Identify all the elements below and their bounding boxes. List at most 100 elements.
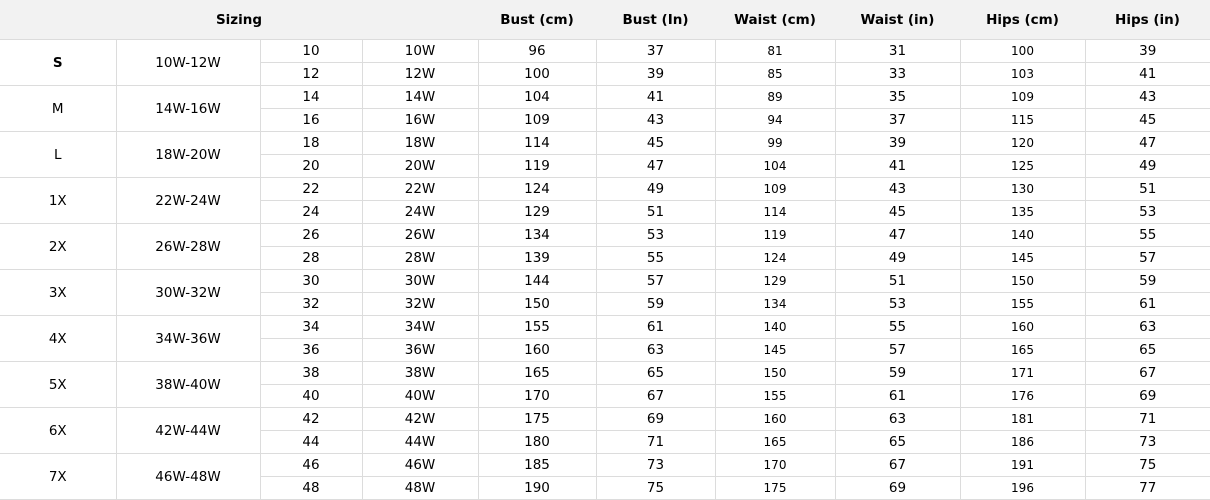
cell-waist-in: 53 <box>834 292 961 316</box>
cell-waist-in: 61 <box>834 384 961 408</box>
cell-w-size: 28W <box>361 246 479 270</box>
cell-us-size: 30 <box>259 269 363 293</box>
cell-waist-in: 39 <box>834 131 961 155</box>
cell-bust-cm: 190 <box>477 476 597 500</box>
table-row: 28 28W 139 55 124 49 145 57 <box>0 246 1210 270</box>
cell-waist-cm: 150 <box>714 361 836 385</box>
cell-hips-in: 59 <box>1084 269 1210 293</box>
cell-bust-cm: 109 <box>477 108 597 132</box>
cell-hips-cm: 150 <box>959 269 1086 293</box>
cell-bust-in: 41 <box>595 85 716 109</box>
cell-us-size: 34 <box>259 315 363 339</box>
cell-waist-in: 47 <box>834 223 961 247</box>
cell-hips-in: 77 <box>1084 476 1210 500</box>
cell-hips-in: 57 <box>1084 246 1210 270</box>
header-sizing: Sizing <box>0 0 478 40</box>
size-label: M <box>0 85 117 132</box>
cell-bust-in: 69 <box>595 407 716 431</box>
cell-bust-in: 75 <box>595 476 716 500</box>
cell-us-size: 26 <box>259 223 363 247</box>
size-range: 14W-16W <box>115 85 261 132</box>
size-label: 4X <box>0 315 117 362</box>
cell-hips-cm: 186 <box>959 430 1086 454</box>
cell-w-size: 48W <box>361 476 479 500</box>
cell-waist-cm: 85 <box>714 62 836 86</box>
size-label: 2X <box>0 223 117 270</box>
cell-us-size: 20 <box>260 154 363 178</box>
cell-bust-cm: 134 <box>477 223 597 247</box>
cell-hips-in: 47 <box>1084 131 1210 155</box>
header-row: Sizing Bust (cm) Bust (In) Waist (cm) Wa… <box>0 0 1210 40</box>
cell-waist-in: 35 <box>834 85 961 109</box>
cell-hips-cm: 115 <box>959 108 1086 132</box>
cell-waist-cm: 155 <box>714 384 836 408</box>
size-range: 46W-48W <box>115 453 261 500</box>
table-row: 5X 38W-40W 38 38W 165 65 150 59 171 67 <box>0 361 1210 408</box>
cell-bust-in: 45 <box>595 131 716 155</box>
table-row: 32 32W 150 59 134 53 155 61 <box>0 292 1210 316</box>
cell-us-size: 16 <box>260 108 363 132</box>
cell-hips-cm: 135 <box>959 200 1086 224</box>
table-row: 44 44W 180 71 165 65 186 73 <box>0 430 1210 454</box>
header-waist-in: Waist (in) <box>835 0 960 40</box>
cell-w-size: 16W <box>361 108 479 132</box>
size-label: 3X <box>0 269 117 316</box>
header-hips-in: Hips (in) <box>1085 0 1210 40</box>
cell-us-size: 32 <box>260 292 363 316</box>
cell-waist-in: 55 <box>834 315 961 339</box>
cell-bust-in: 51 <box>595 200 716 224</box>
cell-bust-in: 73 <box>595 453 716 477</box>
size-label: 5X <box>0 361 117 408</box>
cell-hips-cm: 100 <box>959 39 1086 63</box>
cell-bust-cm: 160 <box>477 338 597 362</box>
cell-bust-in: 43 <box>595 108 716 132</box>
cell-us-size: 42 <box>259 407 363 431</box>
cell-bust-in: 67 <box>595 384 716 408</box>
cell-bust-in: 53 <box>595 223 716 247</box>
table-row: 4X 34W-36W 34 34W 155 61 140 55 160 63 <box>0 315 1210 362</box>
size-range: 34W-36W <box>115 315 261 362</box>
cell-waist-in: 69 <box>834 476 961 500</box>
cell-hips-in: 63 <box>1084 315 1210 339</box>
cell-waist-cm: 175 <box>714 476 836 500</box>
cell-bust-in: 71 <box>595 430 716 454</box>
cell-bust-cm: 185 <box>477 453 597 477</box>
cell-bust-cm: 129 <box>477 200 597 224</box>
cell-w-size: 42W <box>361 407 479 431</box>
cell-bust-cm: 114 <box>477 131 597 155</box>
cell-bust-cm: 124 <box>477 177 597 201</box>
header-hips-cm: Hips (cm) <box>960 0 1085 40</box>
table-row: 2X 26W-28W 26 26W 134 53 119 47 140 55 <box>0 223 1210 270</box>
cell-w-size: 20W <box>361 154 479 178</box>
size-label: L <box>0 131 117 178</box>
cell-waist-cm: 94 <box>714 108 836 132</box>
cell-w-size: 30W <box>361 269 479 293</box>
cell-hips-cm: 130 <box>959 177 1086 201</box>
cell-hips-in: 75 <box>1084 453 1210 477</box>
table-row: 48 48W 190 75 175 69 196 77 <box>0 476 1210 500</box>
header-waist-cm: Waist (cm) <box>715 0 835 40</box>
cell-hips-in: 41 <box>1084 62 1210 86</box>
cell-hips-cm: 165 <box>959 338 1086 362</box>
cell-waist-in: 63 <box>834 407 961 431</box>
cell-waist-cm: 114 <box>714 200 836 224</box>
table-row: 6X 42W-44W 42 42W 175 69 160 63 181 71 <box>0 407 1210 454</box>
cell-bust-cm: 100 <box>477 62 597 86</box>
cell-waist-in: 33 <box>834 62 961 86</box>
size-range: 18W-20W <box>115 131 261 178</box>
cell-hips-cm: 103 <box>959 62 1086 86</box>
cell-us-size: 40 <box>260 384 363 408</box>
cell-bust-cm: 180 <box>477 430 597 454</box>
cell-bust-in: 39 <box>595 62 716 86</box>
cell-w-size: 12W <box>361 62 479 86</box>
cell-us-size: 22 <box>259 177 363 201</box>
cell-waist-in: 57 <box>834 338 961 362</box>
cell-w-size: 46W <box>361 453 479 477</box>
cell-w-size: 10W <box>361 39 479 63</box>
cell-waist-in: 51 <box>834 269 961 293</box>
cell-us-size: 28 <box>260 246 363 270</box>
cell-waist-in: 45 <box>834 200 961 224</box>
size-chart-body: S 10W-12W 10 10W 96 37 81 31 100 39 12 12W 100 39 85 33… <box>0 39 1210 500</box>
size-range: 26W-28W <box>115 223 261 270</box>
